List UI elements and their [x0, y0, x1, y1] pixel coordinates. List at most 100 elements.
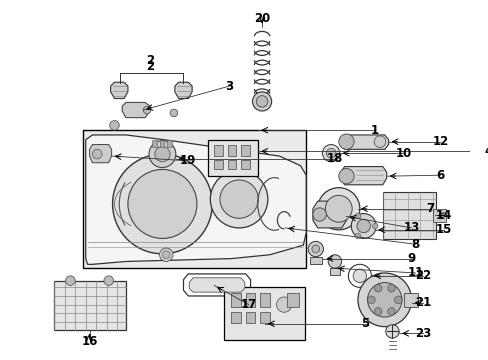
Bar: [260, 293, 269, 306]
Circle shape: [338, 168, 353, 184]
Bar: [382, 192, 435, 239]
Bar: [227, 160, 236, 170]
Circle shape: [387, 307, 394, 315]
Circle shape: [252, 92, 271, 111]
Circle shape: [210, 170, 267, 228]
Circle shape: [154, 147, 170, 162]
Circle shape: [159, 248, 173, 261]
Text: 18: 18: [326, 152, 343, 165]
Circle shape: [371, 223, 377, 229]
Circle shape: [128, 170, 197, 238]
Circle shape: [367, 296, 374, 303]
Text: 6: 6: [435, 169, 444, 182]
Circle shape: [312, 208, 325, 221]
Bar: [159, 140, 164, 147]
Text: 4: 4: [483, 145, 488, 158]
Bar: [245, 312, 255, 323]
Circle shape: [307, 241, 323, 257]
Text: 16: 16: [81, 334, 98, 347]
Circle shape: [350, 213, 375, 238]
Circle shape: [170, 109, 177, 117]
Text: 20: 20: [253, 13, 270, 26]
Text: 15: 15: [435, 223, 451, 237]
Circle shape: [65, 276, 75, 285]
Bar: [227, 144, 236, 156]
Bar: [309, 257, 321, 264]
Text: 10: 10: [395, 147, 411, 160]
Circle shape: [322, 144, 339, 162]
Circle shape: [327, 255, 341, 268]
Bar: [245, 293, 255, 306]
Bar: [231, 312, 241, 323]
Circle shape: [354, 233, 360, 239]
Text: 17: 17: [240, 298, 256, 311]
Bar: [152, 140, 156, 147]
Circle shape: [387, 284, 394, 292]
Circle shape: [373, 284, 381, 292]
Bar: [403, 293, 417, 306]
Bar: [214, 160, 223, 170]
Circle shape: [92, 149, 102, 159]
Polygon shape: [189, 278, 244, 292]
Bar: [241, 160, 249, 170]
Circle shape: [393, 296, 401, 303]
Text: 2: 2: [145, 54, 154, 67]
Circle shape: [356, 219, 369, 233]
Circle shape: [112, 154, 212, 254]
Circle shape: [104, 276, 113, 285]
Circle shape: [352, 269, 366, 283]
Circle shape: [373, 307, 381, 315]
Polygon shape: [312, 201, 346, 228]
Circle shape: [276, 297, 291, 312]
Polygon shape: [85, 135, 305, 264]
Polygon shape: [110, 82, 128, 99]
Circle shape: [143, 106, 151, 114]
Bar: [241, 144, 249, 156]
Bar: [208, 140, 258, 176]
Circle shape: [149, 141, 176, 167]
Circle shape: [220, 180, 258, 218]
Circle shape: [338, 134, 353, 149]
Text: 14: 14: [435, 209, 451, 222]
Circle shape: [367, 283, 401, 317]
Text: 1: 1: [370, 123, 379, 137]
Text: 19: 19: [180, 154, 196, 167]
Polygon shape: [175, 82, 192, 99]
Circle shape: [357, 273, 411, 327]
Bar: [167, 140, 172, 147]
Text: 5: 5: [361, 317, 369, 330]
Text: 2: 2: [145, 60, 154, 73]
Polygon shape: [122, 102, 150, 118]
Bar: [54, 281, 126, 330]
Text: 7: 7: [426, 202, 434, 215]
Circle shape: [325, 148, 335, 158]
Bar: [224, 287, 305, 340]
Text: 13: 13: [403, 221, 419, 234]
Bar: [286, 293, 298, 306]
Text: 9: 9: [407, 252, 415, 265]
Bar: [260, 312, 269, 323]
Circle shape: [311, 245, 319, 253]
Text: 3: 3: [225, 80, 233, 93]
Bar: [231, 293, 241, 306]
Bar: [329, 268, 339, 275]
Text: 23: 23: [414, 327, 430, 340]
Circle shape: [373, 136, 385, 147]
Bar: [432, 209, 445, 222]
Text: 8: 8: [410, 238, 419, 251]
Text: 12: 12: [431, 135, 447, 148]
Circle shape: [256, 96, 267, 107]
Text: 11: 11: [407, 266, 423, 279]
Circle shape: [385, 325, 398, 338]
Circle shape: [109, 121, 119, 130]
Polygon shape: [340, 135, 388, 149]
Polygon shape: [340, 167, 386, 185]
Circle shape: [317, 188, 359, 230]
Circle shape: [325, 195, 351, 222]
Text: 21: 21: [414, 296, 430, 309]
Polygon shape: [89, 144, 111, 163]
Bar: [82, 130, 305, 268]
Circle shape: [162, 251, 170, 258]
Circle shape: [354, 213, 360, 219]
Bar: [214, 144, 223, 156]
